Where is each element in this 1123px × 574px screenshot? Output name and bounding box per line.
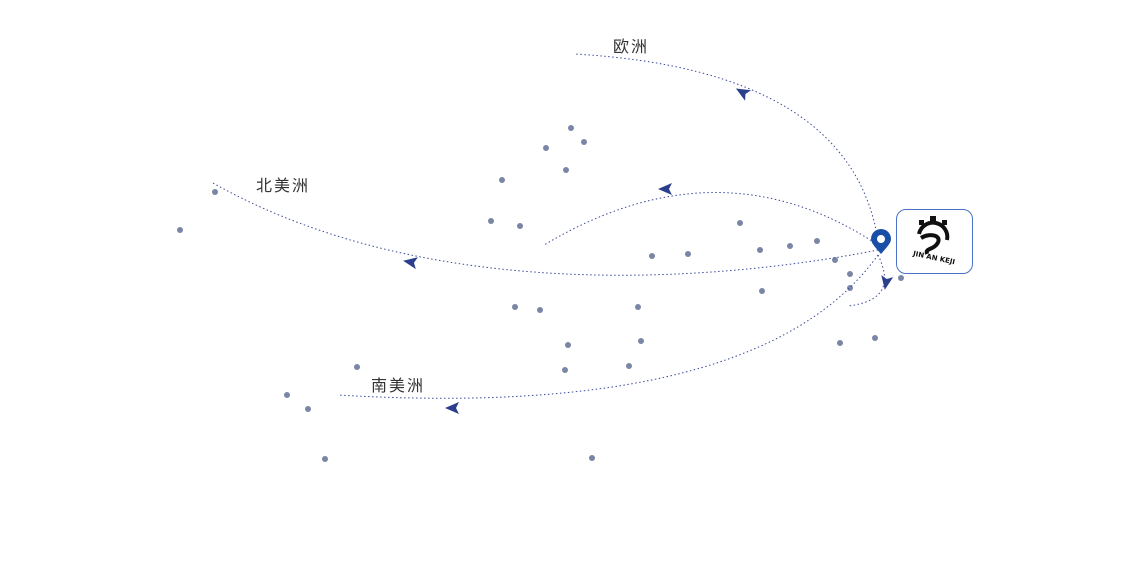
region-label-europe: 欧洲 (613, 37, 650, 56)
city-dot (787, 243, 793, 249)
city-dot (847, 271, 853, 277)
city-dots (177, 125, 904, 462)
route-line (574, 53, 879, 241)
city-dot (512, 304, 518, 310)
city-dot (737, 220, 743, 226)
route-line (212, 182, 879, 276)
city-dot (177, 227, 183, 233)
city-dot (898, 275, 904, 281)
route-arrow-icon (735, 88, 752, 101)
city-dot (757, 247, 763, 253)
route-line (543, 192, 879, 246)
city-dot (568, 125, 574, 131)
city-dot (305, 406, 311, 412)
city-dot (589, 455, 595, 461)
route-arrow-icon (445, 402, 459, 414)
city-dot (872, 335, 878, 341)
city-dot (837, 340, 843, 346)
company-logo: JIN AN KEJI (896, 209, 973, 274)
region-label-north-america: 北美洲 (256, 176, 311, 195)
city-dot (832, 257, 838, 263)
city-dot (626, 363, 632, 369)
city-dot (284, 392, 290, 398)
city-dot (638, 338, 644, 344)
region-label-south-america: 南美洲 (371, 376, 426, 395)
city-dot (543, 145, 549, 151)
city-dot (354, 364, 360, 370)
city-dot (517, 223, 523, 229)
city-dot (499, 177, 505, 183)
route-line (847, 254, 886, 307)
city-dot (649, 253, 655, 259)
city-dot (814, 238, 820, 244)
city-dot (212, 189, 218, 195)
city-dot (635, 304, 641, 310)
city-dot (685, 251, 691, 257)
city-dot (565, 342, 571, 348)
city-dot (488, 218, 494, 224)
route-arrow-icon (658, 183, 672, 195)
city-dot (537, 307, 543, 313)
route-arrow-icon (881, 275, 894, 290)
svg-text:JIN AN KEJI: JIN AN KEJI (911, 249, 955, 266)
routes (212, 53, 894, 414)
city-dot (581, 139, 587, 145)
route-arrow-icon (403, 257, 418, 270)
city-dot (563, 167, 569, 173)
city-dot (322, 456, 328, 462)
city-dot (562, 367, 568, 373)
city-dot (759, 288, 765, 294)
map-pin-icon (871, 229, 891, 254)
